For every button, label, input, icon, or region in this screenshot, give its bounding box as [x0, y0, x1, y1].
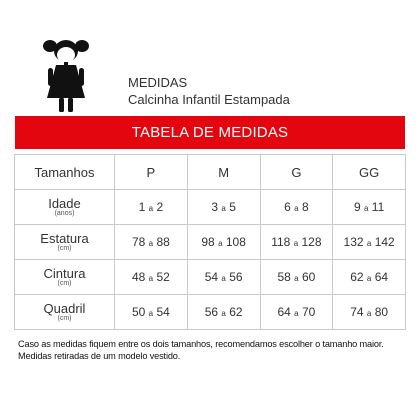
- table-cell: 6 a 8: [259, 189, 334, 225]
- table-cell: 9 a 11: [332, 189, 406, 225]
- size-header-p: P: [114, 154, 188, 190]
- range-from: 56: [204, 305, 219, 319]
- row-label: Quadril (cm): [14, 294, 115, 330]
- range-to: 60: [301, 270, 316, 284]
- row-label-text: Estatura: [40, 230, 89, 246]
- range-from: 132: [343, 235, 364, 249]
- range-sep: a: [221, 204, 226, 213]
- table-cell: 62 a 64: [332, 259, 406, 295]
- range-sep: a: [366, 239, 372, 248]
- range-sep: a: [148, 309, 154, 318]
- range-sep: a: [148, 239, 154, 248]
- range-from: 6: [284, 200, 291, 214]
- table-cell: 48 a 52: [114, 259, 188, 295]
- footnote-line-2: Medidas retiradas de um modelo vestido.: [18, 351, 181, 361]
- size-table: Tamanhos P M G GG Idade (anos) 1 a 2 3 a…: [14, 154, 406, 330]
- range-to: 128: [301, 235, 322, 249]
- header-title: MEDIDAS: [128, 75, 188, 90]
- table-cell: 64 a 70: [259, 294, 334, 330]
- range-from: 50: [131, 305, 146, 319]
- range-from: 118: [271, 235, 291, 249]
- row-label-unit: (cm): [57, 244, 72, 252]
- range-from: 1: [138, 200, 146, 214]
- range-from: 74: [350, 305, 364, 319]
- table-row: Idade (anos) 1 a 2 3 a 5 6 a 8 9 a 11: [14, 189, 406, 225]
- range-from: 48: [131, 270, 146, 284]
- row-label-text: Idade: [48, 195, 81, 211]
- table-cell: 3 a 5: [186, 189, 261, 225]
- range-from: 62: [350, 270, 364, 284]
- row-label-unit: (cm): [57, 314, 72, 322]
- table-cell: 74 a 80: [332, 294, 406, 330]
- row-label: Idade (anos): [14, 189, 115, 225]
- product-name: Calcinha Infantil Estampada: [128, 92, 290, 107]
- range-to: 88: [156, 235, 170, 249]
- range-sep: a: [218, 239, 223, 248]
- table-cell: 54 a 56: [186, 259, 261, 295]
- row-label: Cintura (cm): [14, 259, 115, 295]
- range-sep: a: [293, 239, 299, 248]
- range-from: 54: [204, 270, 219, 284]
- range-sep: a: [221, 274, 226, 283]
- range-from: 9: [353, 200, 361, 214]
- header: MEDIDAS Calcinha Infantil Estampada: [128, 74, 290, 108]
- range-to: 2: [156, 200, 164, 214]
- table-row: Cintura (cm) 48 a 52 54 a 56 58 a 60 62 …: [14, 259, 406, 295]
- range-sep: a: [294, 309, 299, 318]
- range-sep: a: [294, 274, 299, 283]
- range-sep: a: [366, 274, 372, 283]
- row-label: Estatura (cm): [14, 224, 115, 260]
- table-row: Estatura (cm) 78 a 88 98 a 108 118 a 128…: [14, 224, 406, 260]
- size-header-g: G: [259, 154, 334, 190]
- size-header-gg: GG: [332, 154, 406, 190]
- header-cell-tamanhos: Tamanhos: [14, 154, 115, 190]
- table-cell: 58 a 60: [259, 259, 334, 295]
- range-sep: a: [294, 204, 299, 213]
- range-from: 64: [277, 305, 291, 319]
- range-sep: a: [366, 309, 372, 318]
- range-to: 56: [229, 270, 243, 284]
- table-cell: 78 a 88: [114, 224, 188, 260]
- range-from: 3: [211, 200, 219, 214]
- girl-icon: [43, 40, 89, 112]
- range-from: 78: [131, 235, 146, 249]
- range-sep: a: [221, 309, 226, 318]
- range-sep: a: [364, 204, 369, 213]
- range-to: 62: [229, 305, 243, 319]
- table-cell: 1 a 2: [114, 189, 188, 225]
- range-to: 108: [225, 235, 246, 249]
- row-label-unit: (cm): [57, 279, 72, 287]
- row-label-text: Quadril: [43, 300, 86, 316]
- range-to: 64: [374, 270, 389, 284]
- range-sep: a: [148, 274, 154, 283]
- range-to: 5: [229, 200, 236, 214]
- range-sep: a: [148, 204, 154, 213]
- footnote-line-1: Caso as medidas fiquem entre os dois tam…: [18, 339, 384, 349]
- table-row: Quadril (cm) 50 a 54 56 a 62 64 a 70 74 …: [14, 294, 406, 330]
- row-label-text: Cintura: [43, 265, 86, 281]
- range-to: 70: [301, 305, 316, 319]
- range-to: 8: [301, 200, 309, 214]
- range-to: 54: [156, 305, 170, 319]
- range-to: 80: [374, 305, 389, 319]
- footnote: Caso as medidas fiquem entre os dois tam…: [18, 338, 408, 362]
- size-table-banner: TABELA DE MEDIDAS: [15, 116, 405, 149]
- size-header-m: M: [186, 154, 261, 190]
- range-from: 58: [277, 270, 291, 284]
- range-to: 11: [371, 200, 385, 214]
- range-from: 98: [201, 235, 215, 249]
- range-to: 142: [374, 235, 395, 249]
- table-cell: 118 a 128: [259, 224, 334, 260]
- table-cell: 98 a 108: [186, 224, 261, 260]
- table-cell: 132 a 142: [332, 224, 406, 260]
- table-cell: 50 a 54: [114, 294, 188, 330]
- table-header-row: Tamanhos P M G GG: [14, 154, 406, 190]
- row-label-unit: (anos): [54, 209, 75, 217]
- table-cell: 56 a 62: [186, 294, 261, 330]
- range-to: 52: [156, 270, 170, 284]
